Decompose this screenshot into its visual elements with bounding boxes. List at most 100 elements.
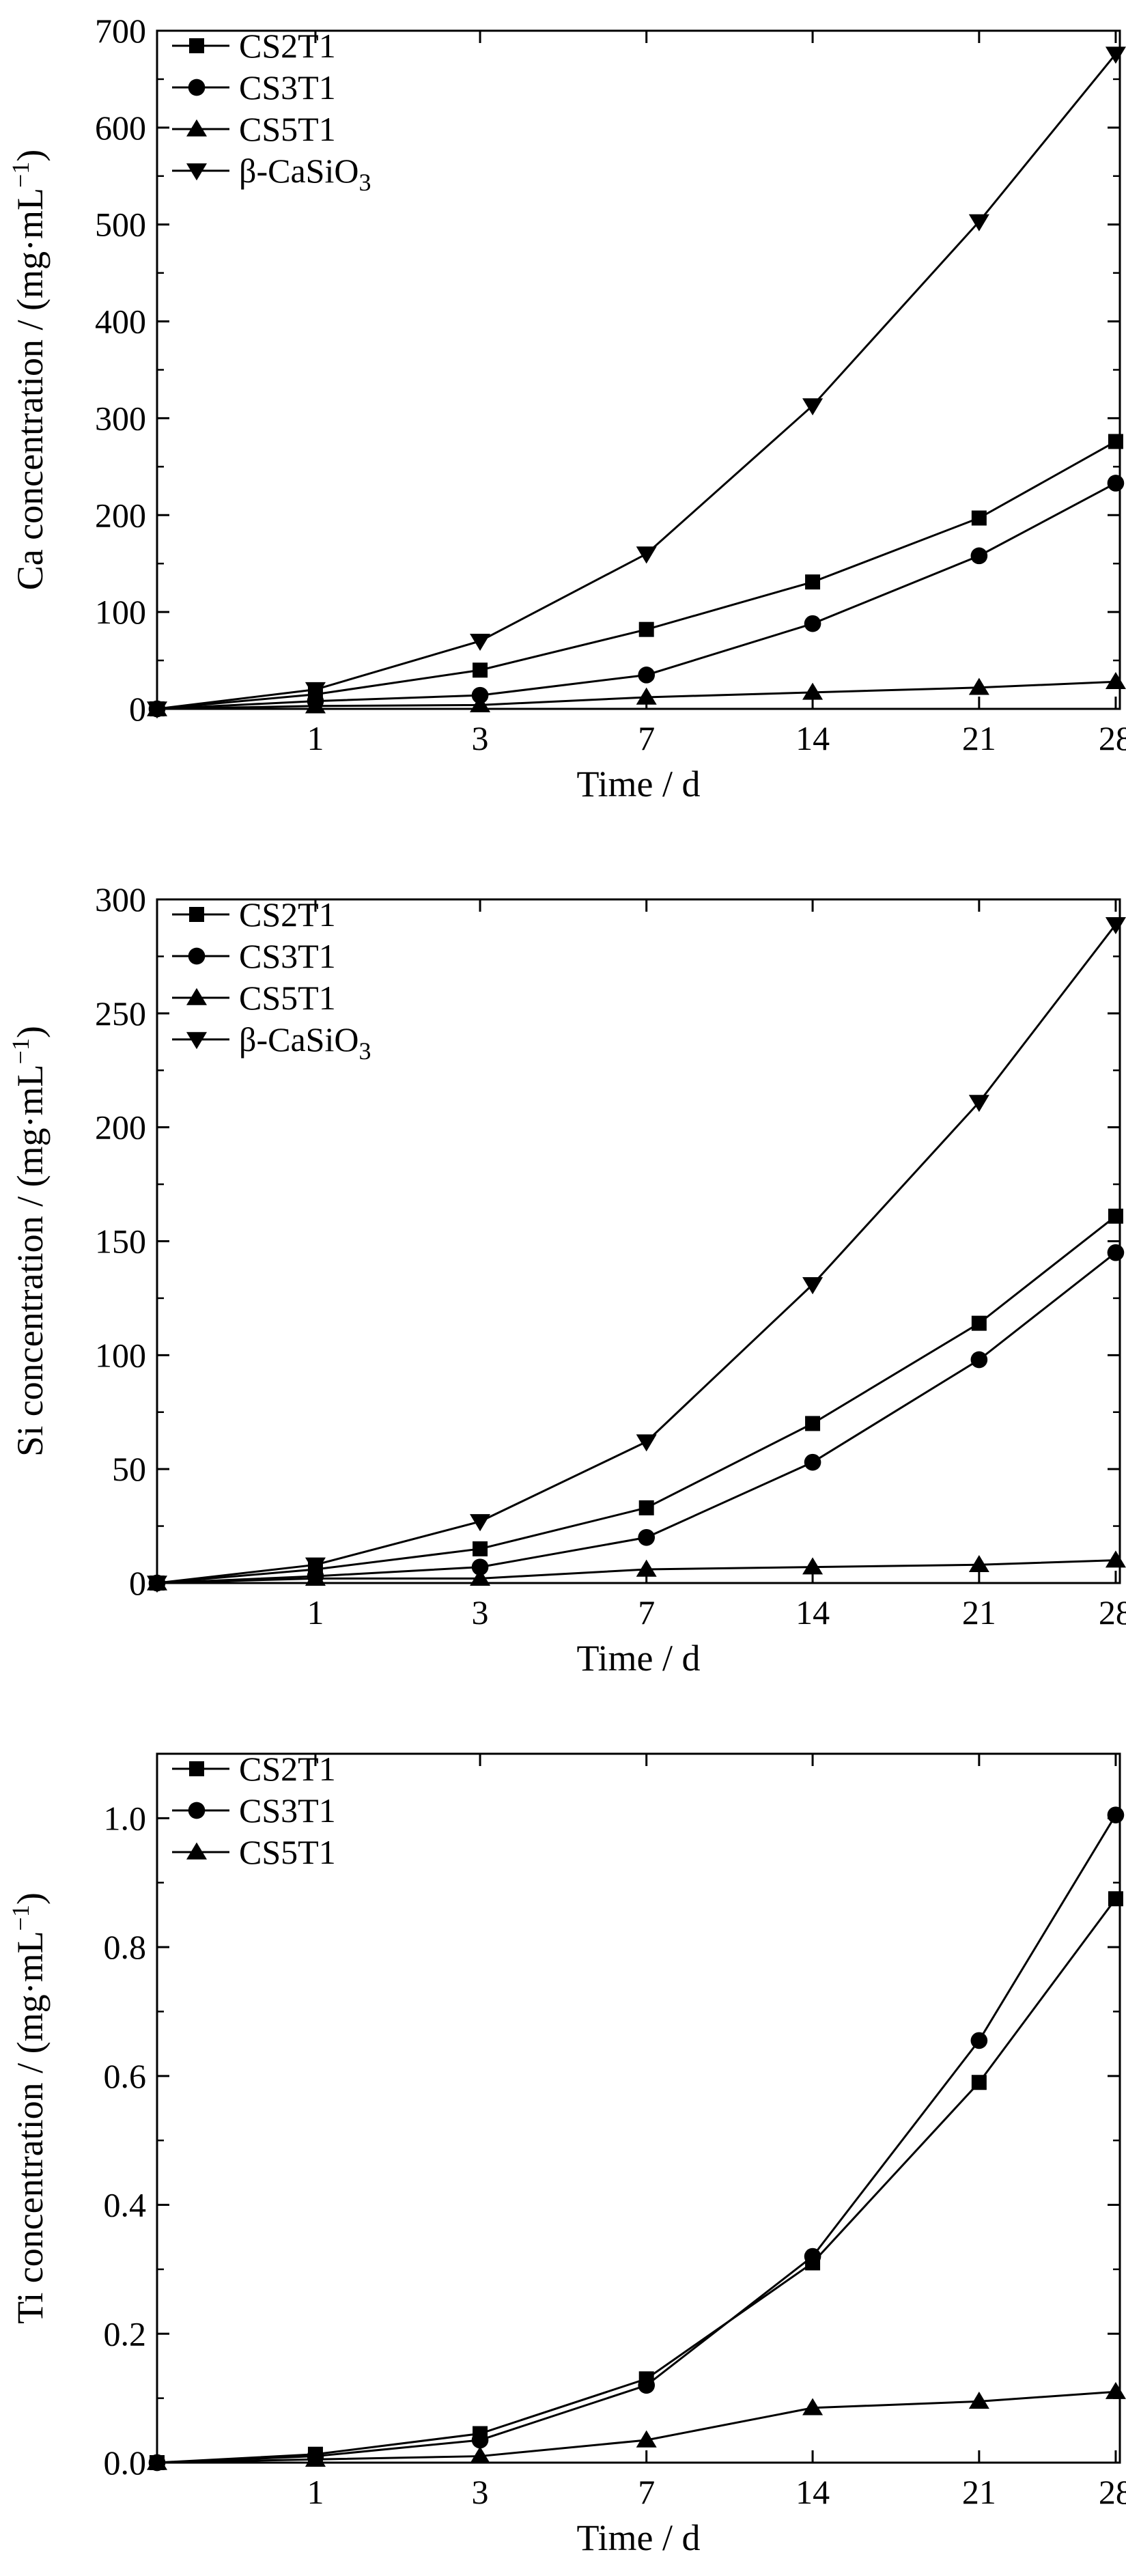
x-tick-label: 28 — [1099, 1593, 1126, 1632]
x-tick-label: 3 — [472, 719, 489, 757]
data-point-triangle-up — [470, 1569, 491, 1586]
y-axis-title: Ca concentration / (mg·mL−1) — [7, 150, 51, 591]
series-line-2 — [156, 1814, 1117, 2464]
y-tick-label: 300 — [95, 399, 146, 437]
y-tick-label: 250 — [95, 994, 146, 1033]
y-tick-label: 0.6 — [104, 2057, 147, 2095]
legend-marker-triangle-down — [186, 1032, 208, 1050]
x-axis-title: Time / d — [576, 1638, 700, 1679]
legend-label-3: CS5T1 — [239, 979, 336, 1017]
data-point-triangle-down — [968, 1095, 989, 1112]
data-point-triangle-down — [802, 1277, 824, 1295]
data-point-square — [971, 1315, 987, 1331]
data-point-triangle-up — [968, 677, 989, 695]
x-tick-label: 1 — [307, 2473, 324, 2511]
data-point-circle — [804, 2248, 821, 2265]
legend-marker-square — [189, 38, 204, 53]
legend-label-2: CS3T1 — [239, 937, 336, 975]
data-point-circle — [471, 2431, 489, 2449]
data-point-triangle-up — [802, 682, 824, 700]
data-point-circle — [638, 1528, 656, 1546]
y-tick-label: 200 — [95, 1108, 146, 1147]
legend-marker-triangle-down — [186, 163, 208, 181]
y-tick-label: 1.0 — [104, 1799, 147, 1837]
data-point-triangle-down — [470, 633, 491, 651]
data-point-triangle-up — [968, 1555, 989, 1573]
data-point-triangle-up — [470, 695, 491, 713]
x-tick-label: 21 — [962, 719, 996, 757]
x-tick-label: 1 — [307, 1593, 324, 1632]
data-point-circle — [970, 1351, 988, 1369]
x-tick-label: 7 — [638, 2473, 655, 2511]
x-tick-label: 14 — [796, 719, 830, 757]
data-point-square — [473, 662, 488, 678]
y-tick-label: 50 — [112, 1450, 146, 1488]
data-point-circle — [1107, 475, 1125, 492]
y-tick-label: 0.8 — [104, 1928, 147, 1966]
data-point-triangle-up — [305, 2449, 326, 2467]
data-point-triangle-up — [636, 2430, 657, 2448]
x-tick-label: 7 — [638, 1593, 655, 1632]
chart-panel-2: 0 50 100 150 200 250 300 1 3 7 14 21 28 Time / d Si co… — [7, 880, 1126, 1679]
legend-label-3: CS5T1 — [239, 1833, 336, 1871]
data-point-triangle-up — [802, 1557, 824, 1575]
y-tick-label: 0.2 — [104, 2314, 147, 2353]
y-tick-label: 400 — [95, 303, 146, 341]
data-point-circle — [471, 1558, 489, 1576]
data-point-square — [473, 1541, 488, 1556]
data-point-circle — [638, 2377, 656, 2394]
data-point-square — [1108, 1208, 1123, 1224]
data-point-triangle-down — [802, 398, 824, 416]
series-line-1 — [156, 1898, 1117, 2464]
x-axis-title: Time / d — [576, 2517, 700, 2558]
series-line-1 — [156, 440, 1116, 710]
y-tick-label: 0 — [129, 690, 146, 728]
data-point-triangle-up — [305, 1569, 326, 1586]
x-tick-label: 28 — [1099, 719, 1126, 757]
legend-label-1: CS2T1 — [239, 1750, 336, 1788]
legend-label-4: β-CaSiO3 — [239, 152, 371, 196]
legend-label-3: CS5T1 — [239, 110, 336, 148]
y-tick-label: 700 — [95, 12, 146, 50]
legend-marker-circle — [188, 79, 206, 96]
data-point-circle — [804, 1453, 821, 1471]
data-point-triangle-down — [636, 1434, 657, 1452]
y-tick-label: 0.0 — [104, 2444, 147, 2482]
data-point-triangle-up — [470, 2446, 491, 2464]
data-point-square — [971, 510, 987, 526]
legend-marker-triangle-up — [186, 988, 208, 1005]
legend-marker-triangle-up — [186, 119, 208, 137]
data-point-square — [805, 574, 821, 590]
data-point-triangle-up — [1105, 2381, 1126, 2399]
data-point-triangle-up — [1105, 1550, 1126, 1568]
chart-panel-1: 0 100 200 300 400 500 600 700 1 3 7 14 21 28 Time / d C… — [7, 12, 1126, 804]
data-point-triangle-up — [1105, 671, 1126, 690]
data-point-triangle-down — [305, 682, 326, 699]
legend-marker-circle — [188, 1802, 206, 1819]
data-point-square — [805, 1416, 821, 1431]
legend-label-2: CS3T1 — [239, 1791, 336, 1830]
data-point-triangle-down — [305, 1557, 326, 1575]
y-tick-label: 100 — [95, 1336, 146, 1374]
data-point-triangle-down — [470, 1514, 491, 1532]
data-point-triangle-up — [636, 1559, 657, 1577]
data-point-square — [1108, 434, 1123, 449]
x-tick-label: 14 — [796, 1593, 830, 1632]
data-point-triangle-down — [146, 1576, 168, 1593]
data-point-square — [971, 2075, 987, 2090]
legend-marker-square — [189, 1761, 204, 1776]
data-point-square — [638, 1500, 654, 1515]
y-axis-title: Ti concentration / (mg·mL−1) — [7, 1892, 51, 2324]
data-point-circle — [970, 2032, 988, 2049]
y-tick-label: 0 — [129, 1564, 146, 1602]
legend-marker-square — [189, 907, 204, 922]
series-line-2 — [156, 1252, 1116, 1584]
y-tick-label: 600 — [95, 109, 146, 147]
legend-marker-circle — [188, 947, 206, 965]
series-line-3 — [156, 2390, 1116, 2464]
x-tick-label: 21 — [962, 2473, 996, 2511]
data-point-triangle-up — [636, 687, 657, 705]
y-tick-label: 100 — [95, 593, 146, 631]
y-axis-title: Si concentration / (mg·mL−1) — [7, 1026, 51, 1457]
